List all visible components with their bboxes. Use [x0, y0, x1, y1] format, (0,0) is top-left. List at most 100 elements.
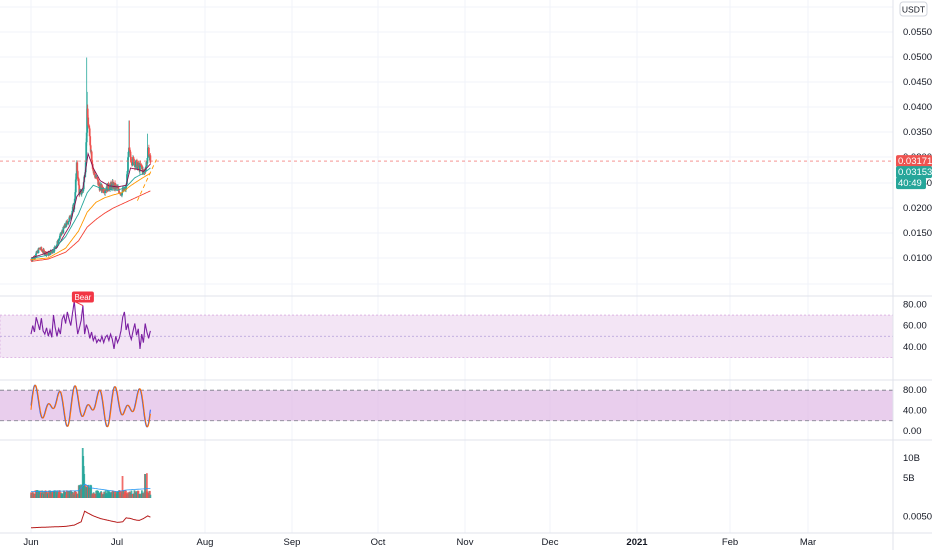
candle-body — [49, 251, 52, 253]
currency-badge[interactable]: USDT — [899, 1, 928, 17]
price-tag-upper-value: 0.03171 — [898, 156, 932, 167]
time-tick-label: Feb — [722, 537, 738, 548]
candle-body — [69, 215, 72, 219]
volume-bar — [36, 490, 39, 498]
volume-bar — [41, 490, 44, 498]
candle-body — [76, 171, 79, 179]
candle-body — [39, 247, 41, 249]
indicators — [30, 301, 152, 529]
candle-body — [108, 189, 111, 191]
candle-body — [128, 147, 131, 151]
price-tick-label: 0.01000 — [903, 253, 932, 264]
candle-body — [147, 147, 150, 157]
rsi-tick-label: 60.00 — [903, 321, 927, 332]
volume-bar — [145, 473, 148, 498]
candle-body — [109, 185, 111, 190]
candle-body — [90, 151, 93, 161]
divergence-tag — [71, 291, 94, 303]
ma-slow-line — [31, 172, 151, 261]
volume-tick-label: 10B — [903, 453, 920, 464]
candle-body — [71, 206, 74, 212]
candle-body — [62, 227, 65, 234]
candle-body — [58, 238, 61, 240]
candle-body — [63, 227, 66, 229]
candle-body — [44, 253, 46, 255]
candle-body — [68, 217, 71, 221]
candle-body — [135, 160, 137, 165]
candle-body — [60, 231, 63, 234]
candle-body — [52, 251, 55, 253]
candle-body — [129, 150, 131, 152]
stoch-band — [0, 390, 893, 421]
price-tag-lower: 0.03153 — [896, 166, 932, 179]
candle-body — [75, 173, 78, 180]
candle-body — [77, 178, 80, 186]
candle-body — [62, 227, 65, 228]
candle-body — [144, 170, 147, 172]
candle-body — [60, 233, 63, 236]
candle-body — [92, 170, 95, 173]
candle-body — [149, 155, 152, 163]
candle-body — [125, 186, 127, 190]
volume-bar — [48, 490, 50, 498]
candle-body — [146, 150, 149, 159]
candle-body — [87, 125, 90, 127]
trendline — [136, 159, 157, 201]
candle-body — [66, 221, 69, 223]
price-tag-upper: 0.03171 — [896, 155, 932, 168]
candle-body — [126, 172, 129, 175]
candle-body — [76, 162, 79, 172]
candle-body — [116, 186, 119, 188]
currency-badge-box — [899, 1, 928, 17]
candle-body — [71, 211, 74, 214]
time-tick-label: Aug — [197, 537, 214, 548]
time-tick-label: Jun — [23, 537, 38, 548]
candle-body — [31, 260, 33, 262]
candle-body — [46, 253, 49, 255]
volume-bar — [106, 490, 109, 498]
candle-body — [35, 251, 38, 254]
currency-label: USDT — [902, 5, 925, 15]
time-axis[interactable]: Jun Jul Aug Sep Oct Nov Dec 2021 Feb Mar — [23, 537, 816, 548]
volume-bar — [149, 494, 152, 498]
candle-body — [61, 231, 64, 233]
candle-body — [118, 190, 120, 194]
candle-body — [139, 163, 141, 172]
rsi-tick-label: 40.00 — [903, 342, 927, 353]
candle-body — [82, 189, 85, 192]
time-tick-label: Dec — [542, 537, 559, 548]
volume-bar — [144, 474, 147, 498]
candle-body — [64, 226, 67, 228]
stoch_rsi-tick-label: 80.00 — [903, 385, 927, 396]
time-tick-label: 2021 — [626, 537, 648, 548]
volume-bar — [108, 491, 111, 498]
candle-body — [57, 239, 60, 241]
candle-body — [41, 249, 43, 251]
candle-body — [93, 171, 96, 175]
candle-body — [85, 132, 88, 143]
price-axis[interactable]: 0.055000.050000.045000.040000.035000.030… — [903, 27, 932, 523]
candle-body — [67, 222, 70, 225]
candle-body — [89, 136, 92, 146]
candle-body — [110, 182, 112, 185]
candle-body — [74, 179, 77, 193]
time-tick-label: Jul — [111, 537, 123, 548]
candle-body — [104, 190, 107, 192]
countdown-tag: 40:49 — [896, 177, 926, 190]
candle-body — [130, 156, 132, 162]
candle-body — [132, 157, 135, 159]
candle-body — [127, 151, 130, 158]
candle-body — [78, 185, 81, 195]
rsi-line — [30, 301, 151, 349]
candle-body — [57, 240, 60, 244]
candle-body — [55, 244, 58, 247]
candle-body — [121, 192, 123, 196]
grid — [0, 0, 893, 533]
obv-tick-label: 0.00500 — [903, 512, 932, 523]
